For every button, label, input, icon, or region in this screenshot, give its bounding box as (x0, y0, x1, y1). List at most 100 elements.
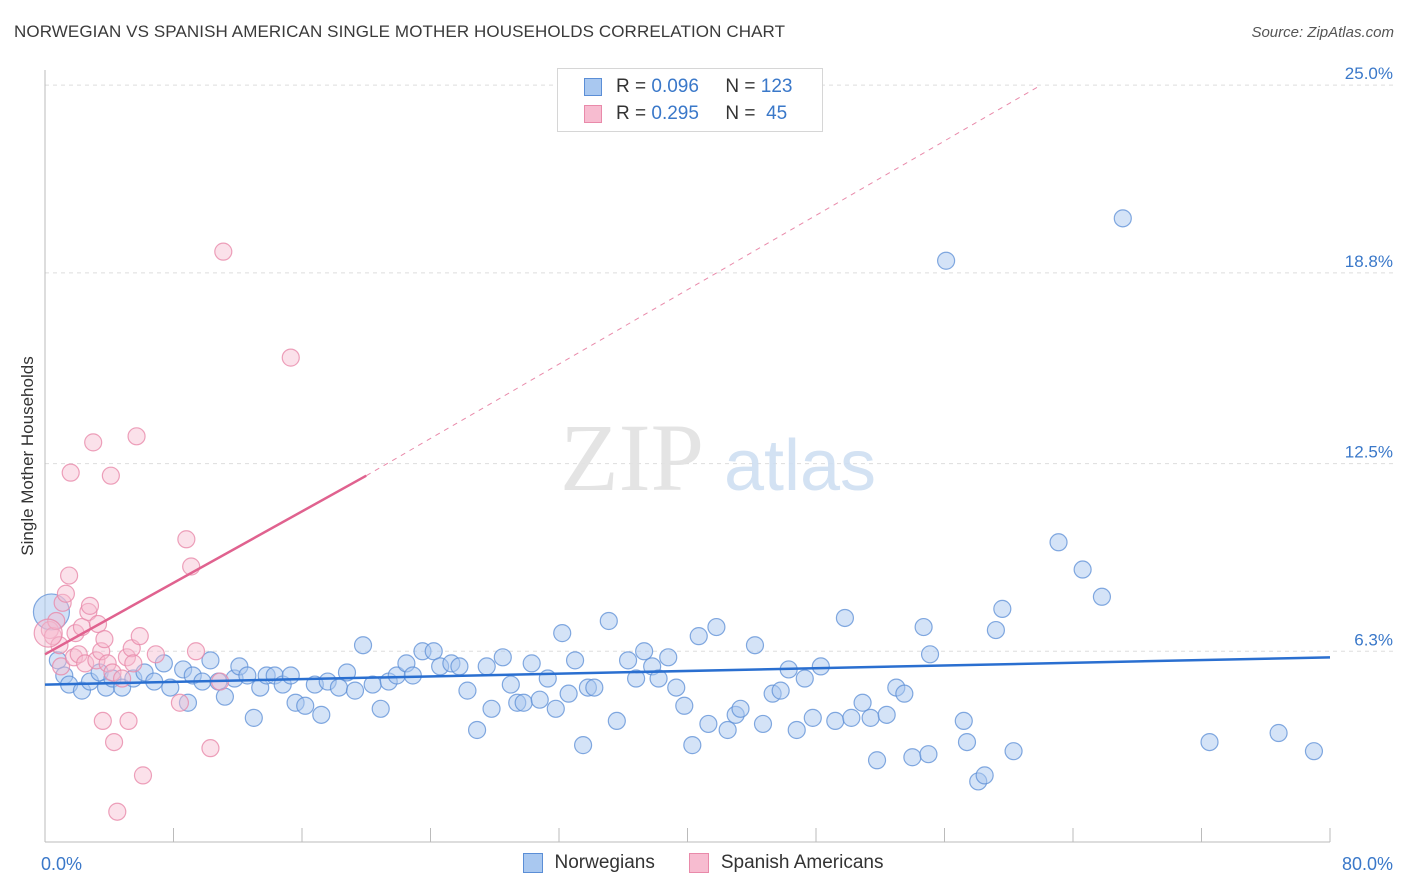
norwegians-point (903, 748, 922, 767)
spanish-americans-point (177, 530, 196, 549)
norwegians-point (1073, 560, 1092, 579)
norwegians-point (501, 675, 520, 694)
correlation-legend: R = 0.096 N = 123 R = 0.295 N = 45 (557, 68, 823, 132)
norwegians-point (345, 681, 365, 700)
norwegians-point (771, 681, 790, 700)
legend-swatch-pink (688, 853, 709, 873)
legend-swatch-blue (584, 78, 602, 96)
legend-swatch-pink (584, 105, 602, 123)
norwegians-point (787, 720, 806, 740)
norwegians-point (803, 708, 822, 727)
spanish-americans-point (61, 463, 80, 482)
spanish-americans-point (127, 427, 146, 446)
y-tick-label: 6.3% (1354, 630, 1393, 649)
spanish-americans-point (108, 802, 127, 821)
spanish-americans-point (101, 466, 120, 485)
spanish-americans-point (130, 627, 149, 646)
axes (44, 70, 1331, 843)
spanish-americans-point (79, 602, 98, 622)
spanish-americans-point (33, 618, 63, 648)
watermark-zip: ZIP (560, 404, 704, 511)
legend-item-spanish-americans[interactable]: Spanish Americans (688, 852, 883, 874)
norwegians-point (161, 678, 180, 697)
norwegians-point (895, 684, 914, 703)
norwegians-point (565, 651, 585, 670)
norwegians-point (458, 681, 477, 700)
norwegians-point (530, 690, 549, 709)
norwegians-point (353, 636, 373, 655)
norwegians-point (914, 617, 933, 637)
spanish-americans-point (56, 584, 75, 603)
legend-r-label: R = (616, 103, 647, 124)
norwegians-point (607, 711, 626, 731)
y-tick-label: 12.5% (1345, 443, 1393, 462)
norwegians-point (707, 617, 726, 637)
norwegians-point (522, 654, 541, 673)
spanish-americans-point (214, 242, 233, 261)
y-axis-label: Single Mother Households (18, 356, 37, 556)
norwegians-point (599, 611, 618, 631)
norwegians-point (244, 708, 263, 727)
norwegians-point (635, 642, 654, 661)
norwegians-point (559, 684, 578, 703)
spanish-americans-trend-line (44, 474, 367, 656)
norwegians-point (975, 766, 994, 785)
norwegians-point (853, 693, 872, 712)
norwegians-point (731, 699, 750, 718)
norwegians-points (32, 209, 1324, 791)
norwegians-point (1200, 732, 1219, 752)
norwegians-point (811, 657, 830, 676)
norwegians-point (826, 711, 845, 731)
legend-n-label: N = (725, 76, 756, 97)
norwegians-point (514, 693, 533, 712)
spanish-americans-point (124, 654, 143, 673)
spanish-americans-point (93, 711, 112, 731)
norwegians-point (1113, 209, 1132, 228)
norwegians-point (337, 663, 357, 682)
norwegians-point (546, 699, 565, 718)
norwegians-point (954, 711, 973, 731)
legend-item-norwegians[interactable]: Norwegians (522, 852, 655, 874)
norwegians-point (835, 608, 855, 628)
norwegians-point (312, 705, 331, 724)
spanish-americans-point (87, 651, 106, 670)
norwegians-point (329, 678, 349, 697)
norwegians-point (296, 696, 315, 715)
norwegians-point (201, 651, 220, 670)
norwegians-point (1269, 723, 1288, 743)
legend-n-value: 123 (760, 76, 793, 97)
chart-title: NORWEGIAN VS SPANISH AMERICAN SINGLE MOT… (14, 22, 786, 41)
legend-r-value: 0.096 (651, 76, 699, 97)
norwegians-point (573, 736, 593, 755)
y-tick-labels: 6.3% 12.5% 18.8% 25.0% (1345, 64, 1393, 649)
spanish-americans-point (104, 732, 124, 752)
spanish-americans-point (133, 766, 153, 785)
norwegians-point (718, 720, 737, 740)
spanish-americans-point (103, 663, 122, 682)
grid-lines (45, 84, 1395, 652)
spanish-americans-point (281, 348, 300, 367)
legend-r-label: R = (616, 76, 647, 97)
norwegians-point (424, 642, 443, 661)
norwegians-point (861, 708, 880, 727)
spanish-americans-point (80, 596, 100, 615)
y-tick-label: 18.8% (1345, 252, 1393, 271)
norwegians-point (699, 714, 718, 734)
norwegians-point (920, 645, 940, 664)
norwegians-point (867, 751, 887, 770)
norwegians-point (371, 699, 390, 718)
norwegians-point (986, 620, 1006, 640)
norwegians-point (937, 251, 956, 270)
norwegians-point (450, 657, 469, 676)
norwegians-point (877, 705, 896, 724)
norwegians-point (649, 669, 668, 688)
norwegians-point (753, 714, 773, 734)
legend-label-norwegians: Norwegians (554, 852, 655, 873)
x-tick-labels: 0.0% 80.0% (41, 854, 1393, 874)
norwegians-point (683, 736, 702, 755)
norwegians-point (795, 669, 814, 688)
norwegians-point (842, 708, 861, 727)
norwegians-point (957, 732, 977, 752)
legend-row-norwegians: R = 0.096 N = 123 (584, 75, 792, 99)
norwegians-trend-line (44, 656, 1331, 686)
